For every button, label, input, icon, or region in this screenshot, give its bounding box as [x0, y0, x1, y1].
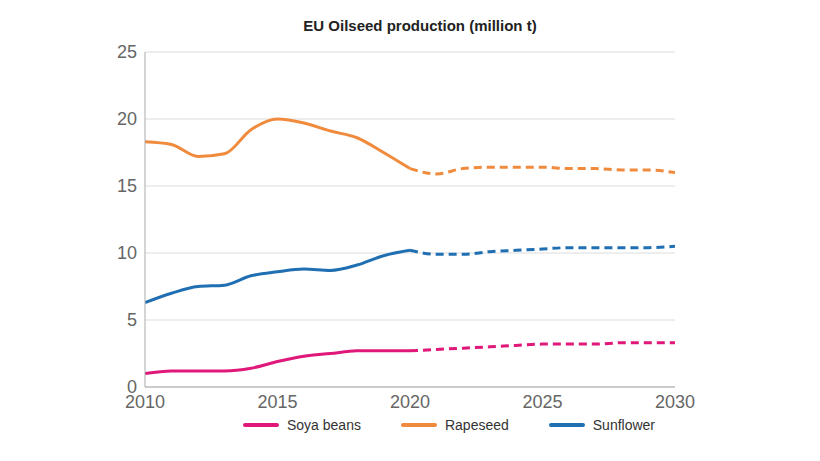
html-text:Soya beans: Soya beans — [287, 417, 361, 433]
svg-text:2020: 2020 — [390, 392, 430, 412]
html-text:Sunflower: Sunflower — [592, 417, 655, 433]
html-text:Rapeseed: Rapeseed — [445, 417, 509, 433]
svg-text:10: 10 — [117, 243, 137, 263]
svg-text:5: 5 — [127, 310, 137, 330]
svg-text:20: 20 — [117, 109, 137, 129]
svg-text:25: 25 — [117, 44, 137, 62]
svg-text:0: 0 — [127, 377, 137, 397]
svg-text:2010: 2010 — [125, 391, 165, 412]
svg-text:15: 15 — [117, 176, 137, 196]
svg-text:2025: 2025 — [522, 392, 562, 412]
svg-text:2015: 2015 — [257, 392, 297, 412]
html-text:EU Oilseed production (million: EU Oilseed production (million t) — [303, 17, 537, 34]
svg-text:2030: 2030 — [655, 392, 695, 412]
